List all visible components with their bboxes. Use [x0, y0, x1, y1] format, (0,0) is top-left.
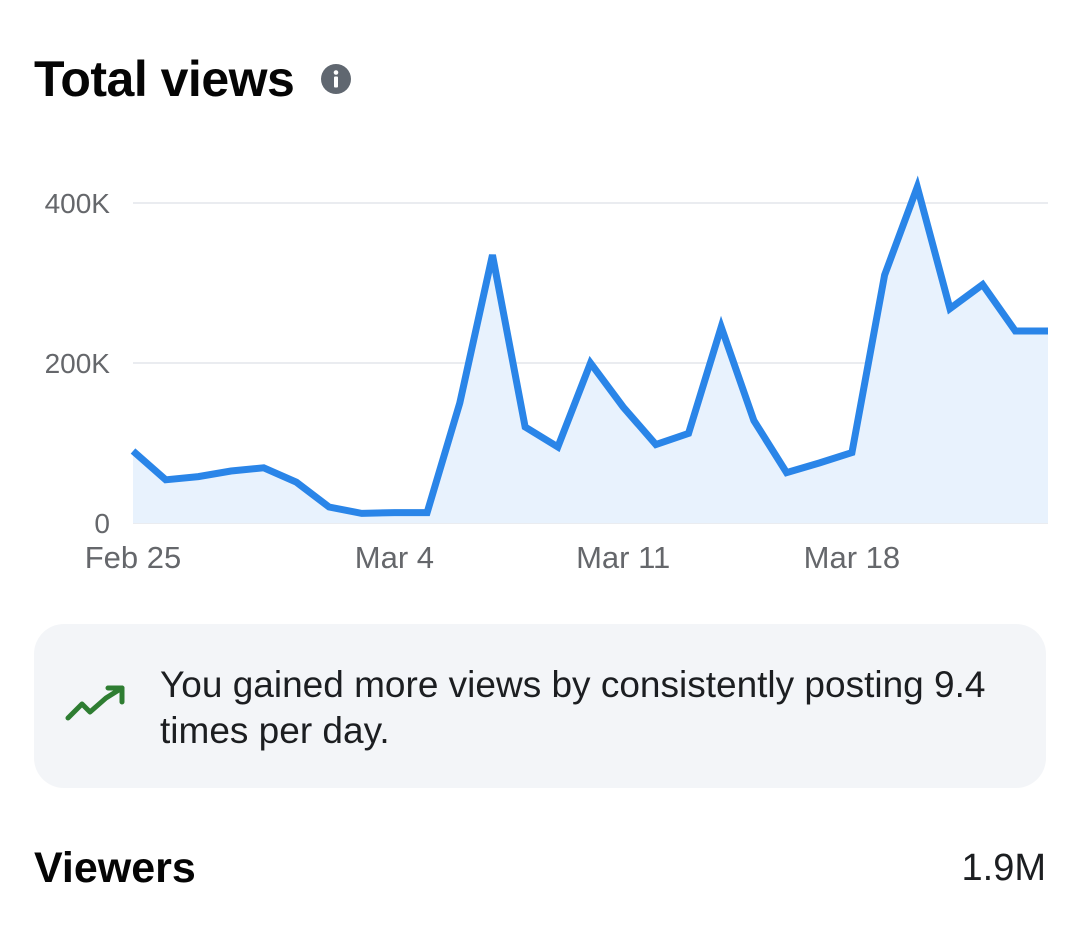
header: Total views: [34, 50, 352, 108]
x-tick-label: Mar 11: [576, 540, 670, 575]
views-area: [133, 187, 1048, 523]
x-tick-label: Mar 18: [804, 540, 900, 575]
total-views-chart: 0 200K 400K Feb 25 Mar 4 Mar 11 Mar 18: [45, 175, 1049, 575]
trending-up-icon: [64, 682, 130, 726]
y-tick-label: 200K: [45, 348, 111, 379]
x-tick-label: Mar 4: [355, 540, 434, 575]
y-tick-label: 400K: [45, 188, 111, 219]
y-tick-label: 0: [94, 508, 110, 539]
page-title: Total views: [34, 51, 295, 107]
viewers-value: 1.9M: [961, 847, 1046, 889]
viewers-row[interactable]: Viewers 1.9M: [34, 844, 1046, 893]
x-tick-label: Feb 25: [85, 540, 182, 575]
viewers-label: Viewers: [34, 844, 196, 892]
insight-card: You gained more views by consistently po…: [34, 624, 1046, 788]
insight-text: You gained more views by consistently po…: [160, 664, 986, 751]
info-icon[interactable]: [320, 63, 352, 95]
